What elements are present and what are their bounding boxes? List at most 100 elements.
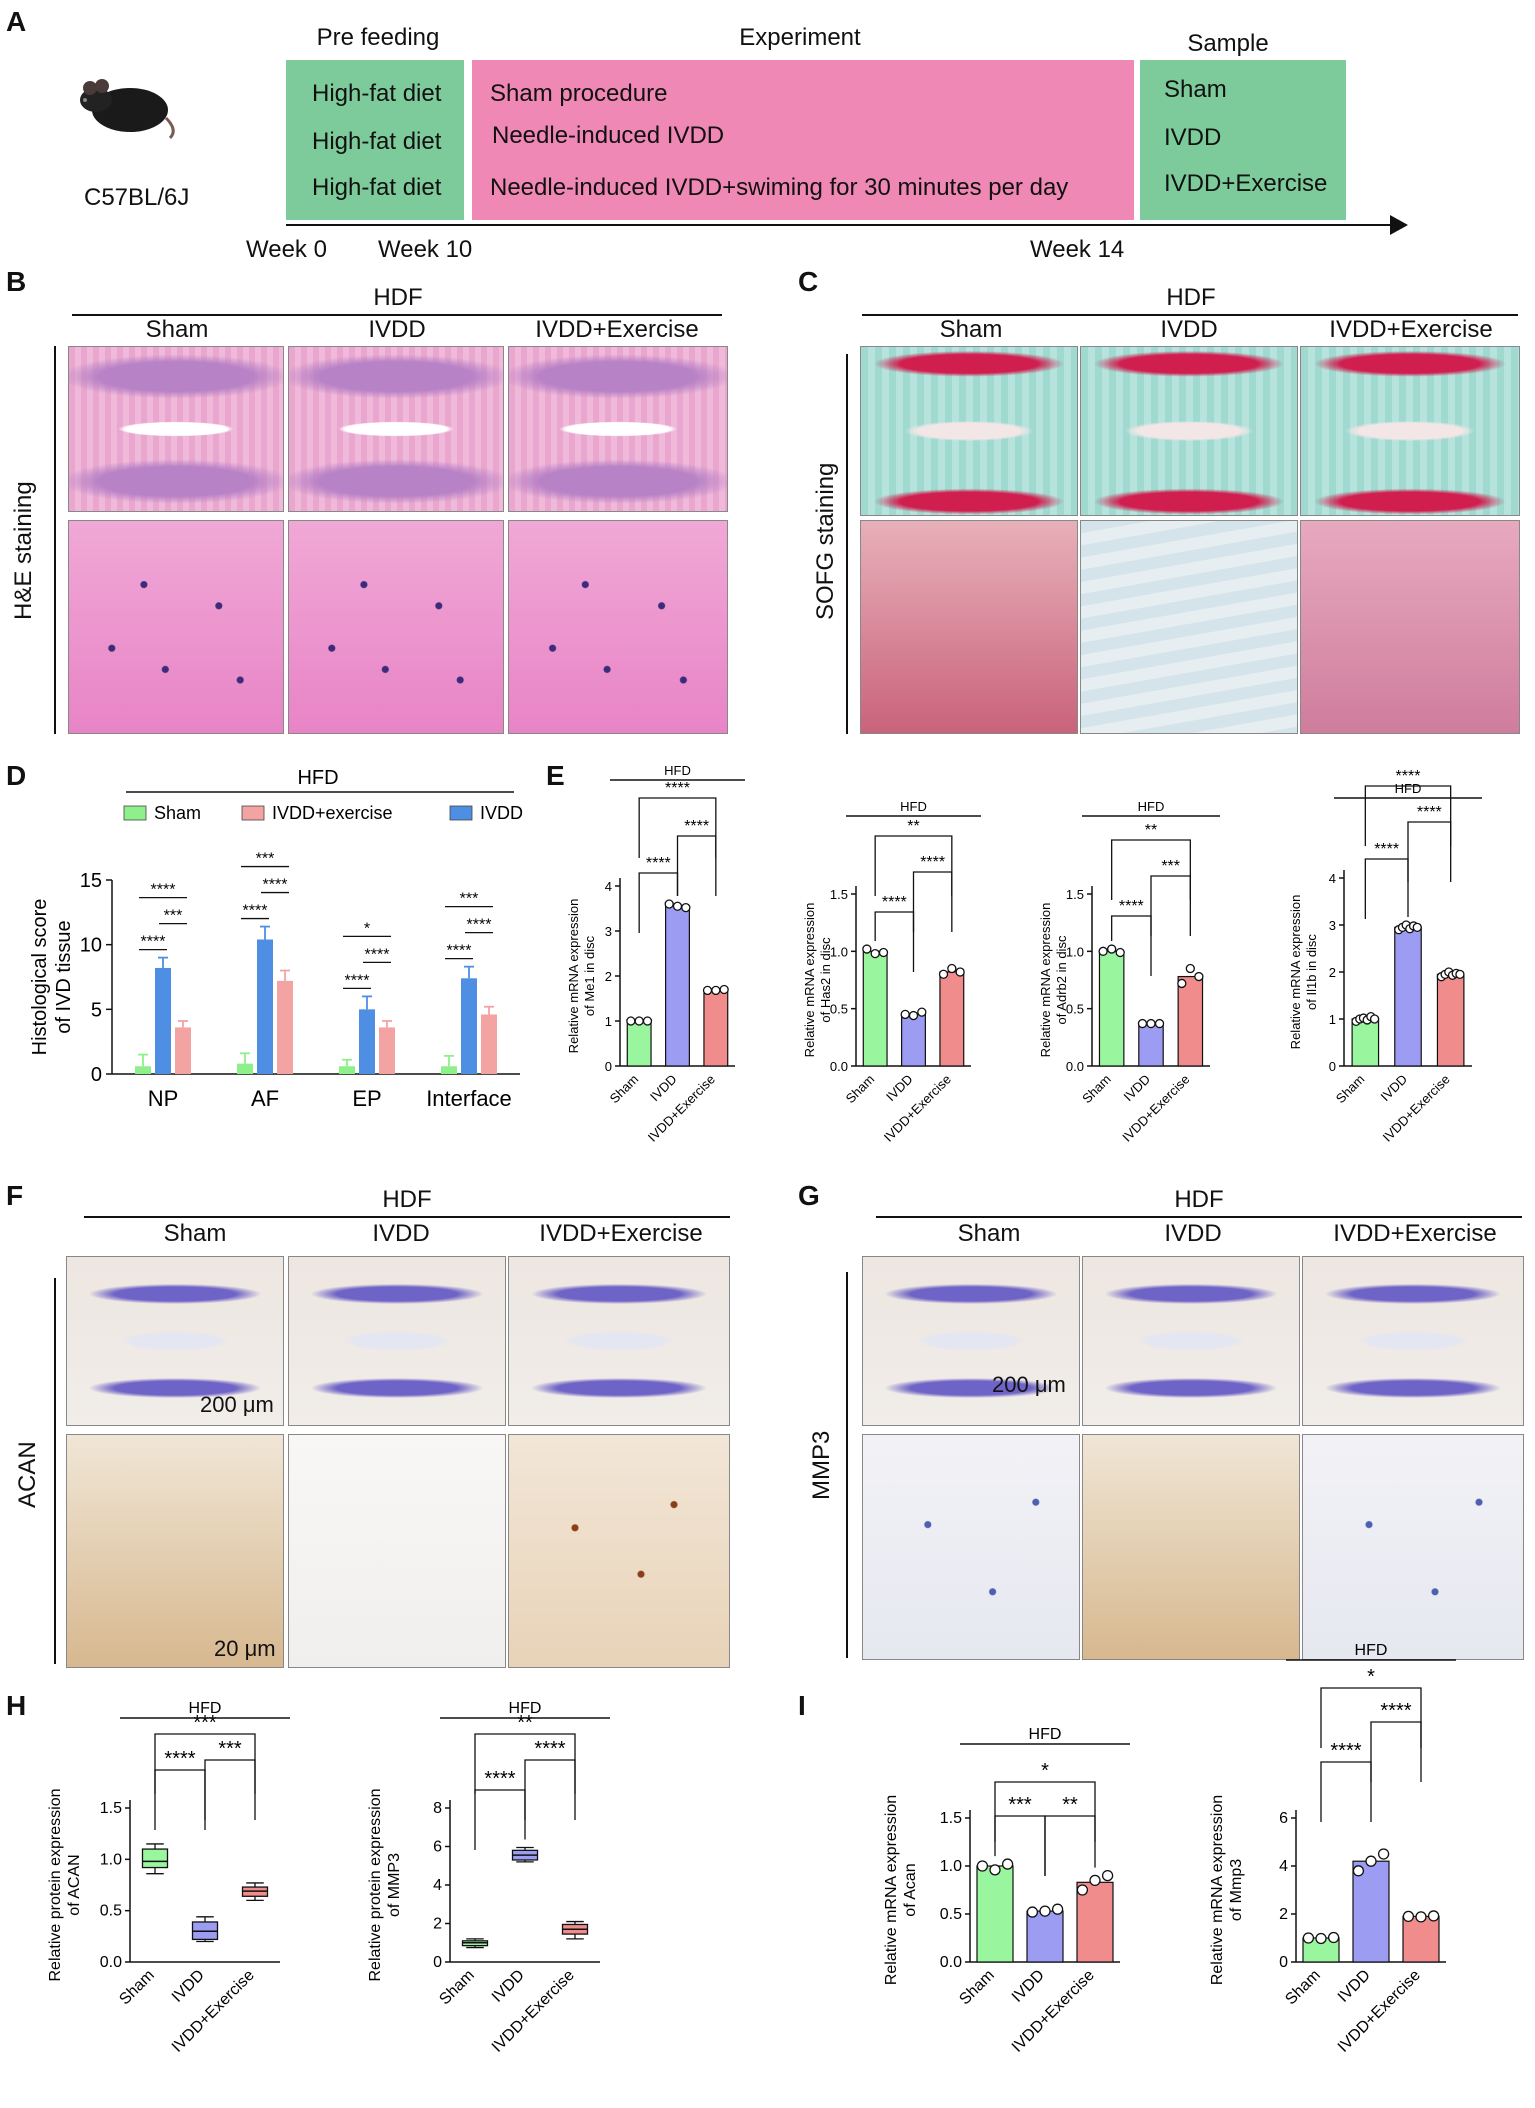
sample-row-3: IVDD+Exercise bbox=[1164, 170, 1328, 197]
significance-bracket bbox=[154, 1769, 206, 1830]
y-tick-label: 0 bbox=[1329, 1059, 1336, 1074]
bar bbox=[441, 1066, 457, 1074]
data-point bbox=[976, 1860, 989, 1872]
chart-i2: 0 2 4 6 Relative mRNA expression of Mmp3 Sham I… bbox=[1209, 1642, 1456, 2056]
data-point bbox=[1115, 947, 1125, 958]
panel-b-col-2: IVDD bbox=[368, 316, 426, 343]
data-point bbox=[900, 1009, 910, 1020]
category-label: Sham bbox=[1282, 1967, 1324, 2009]
y-axis-label: Relative mRNA expression bbox=[802, 903, 817, 1058]
y-tick-label: 0 bbox=[433, 1954, 442, 1971]
chart-title: HFD bbox=[1395, 781, 1422, 796]
y-tick-label: 2 bbox=[605, 969, 612, 984]
bar bbox=[1351, 1018, 1380, 1067]
significance-bracket bbox=[1044, 1815, 1096, 1876]
bar bbox=[175, 1027, 191, 1074]
significance-label: **** bbox=[447, 943, 472, 960]
significance-bracket bbox=[1320, 1761, 1372, 1822]
category-label: Sham bbox=[843, 1072, 878, 1107]
chart-i1: 0.0 0.5 1.0 1.5 Relative mRNA expression of A… bbox=[883, 1726, 1130, 2056]
chart-e3: 0.0 0.5 1.0 1.5 Relative mRNA expression of A… bbox=[1038, 799, 1220, 1145]
significance-label: *** bbox=[1161, 858, 1180, 875]
sofg-exercise-high bbox=[1300, 520, 1520, 734]
bar bbox=[155, 967, 171, 1074]
acan-sham-high bbox=[66, 1434, 284, 1668]
significance-bracket bbox=[874, 911, 915, 972]
panel-g-group-line bbox=[876, 1216, 1522, 1218]
significance-label: **** bbox=[484, 1768, 515, 1790]
legend-ivdd-swatch bbox=[449, 805, 473, 821]
significance-label: **** bbox=[164, 1748, 195, 1770]
sample-title: Sample bbox=[1187, 30, 1269, 57]
panel-b-row-label: H&E staining bbox=[10, 481, 37, 620]
panel-label-a: A bbox=[6, 6, 27, 37]
bar bbox=[481, 1014, 497, 1074]
significance-label: **** bbox=[1417, 804, 1442, 821]
bar bbox=[359, 1009, 375, 1074]
significance-label: **** bbox=[920, 854, 945, 871]
data-point bbox=[702, 985, 713, 996]
timeline-week-14: Week 14 bbox=[1030, 236, 1125, 263]
y-tick-label: 0 bbox=[91, 1064, 102, 1086]
experiment-row-2: Needle-induced IVDD bbox=[492, 122, 725, 149]
category-label: Sham bbox=[116, 1967, 158, 2009]
significance-label: **** bbox=[534, 1738, 565, 1760]
data-point bbox=[1146, 1018, 1156, 1029]
chart-d: 0 5 10 15 Histological score of IVD tissue NP *… bbox=[29, 767, 523, 1111]
sofg-exercise-low bbox=[1300, 346, 1520, 516]
significance-label: **** bbox=[365, 946, 390, 963]
data-point bbox=[1185, 963, 1195, 974]
prefeed-title: Pre feeding bbox=[316, 24, 440, 51]
significance-label: **** bbox=[243, 903, 268, 920]
y-tick-label: 0 bbox=[605, 1059, 612, 1074]
data-point bbox=[870, 948, 880, 959]
bar bbox=[135, 1066, 151, 1074]
panel-b-row-line bbox=[54, 346, 56, 734]
panel-g-col-3: IVDD+Exercise bbox=[1333, 1220, 1497, 1247]
panel-f-row-line bbox=[54, 1278, 56, 1664]
sofg-ivdd-low bbox=[1080, 346, 1298, 516]
mouse-strain: C57BL/6J bbox=[84, 184, 190, 211]
y-axis-label: Relative protein expression bbox=[367, 1789, 384, 1982]
y-tick-label: 0.0 bbox=[1066, 1059, 1084, 1074]
data-point bbox=[1107, 944, 1117, 954]
sample-row-2: IVDD bbox=[1164, 124, 1222, 151]
panel-g-col-1: Sham bbox=[957, 1220, 1021, 1247]
bar bbox=[237, 1063, 253, 1074]
bar bbox=[976, 1865, 1014, 1963]
y-tick-label: 0.0 bbox=[100, 1954, 122, 1971]
significance-label: *** bbox=[218, 1738, 242, 1760]
panel-f-row-label: ACAN bbox=[14, 1441, 41, 1508]
data-point bbox=[672, 901, 683, 911]
significance-bracket bbox=[524, 1759, 576, 1820]
experiment-row-3: Needle-induced IVDD+swiming for 30 minut… bbox=[490, 174, 1069, 201]
data-point bbox=[938, 969, 949, 979]
category-label: IVDD bbox=[1009, 1967, 1048, 2006]
data-point bbox=[908, 1010, 919, 1021]
acan-scale-high: 20 μm bbox=[214, 1636, 276, 1661]
data-point bbox=[626, 1016, 636, 1026]
category-label: EP bbox=[352, 1086, 381, 1111]
chart-e1: 0 1 2 3 4 Relative mRNA expression of Me1 in d… bbox=[566, 763, 745, 1145]
bar bbox=[1402, 1915, 1440, 1963]
category-label: IVDD bbox=[489, 1967, 528, 2006]
y-axis-label: of Mmp3 bbox=[1228, 1859, 1245, 1921]
chart-title: HFD bbox=[509, 1700, 542, 1717]
y-tick-label: 1.0 bbox=[100, 1851, 122, 1868]
category-label: Interface bbox=[426, 1086, 512, 1111]
mmp3-ivdd-low bbox=[1082, 1256, 1300, 1426]
bar bbox=[665, 905, 690, 1067]
bar bbox=[1394, 926, 1422, 1067]
data-point bbox=[681, 902, 691, 913]
acan-scale-low: 200 μm bbox=[200, 1392, 274, 1417]
bar bbox=[1026, 1910, 1064, 1963]
panel-c-row-label: SOFG staining bbox=[812, 462, 839, 620]
significance-label: **** bbox=[882, 894, 907, 911]
timeline-week-0: Week 0 bbox=[246, 236, 327, 263]
panel-label-e: E bbox=[546, 760, 565, 791]
y-tick-label: 0.0 bbox=[940, 1954, 962, 1971]
panel-f-col-1: Sham bbox=[163, 1220, 227, 1247]
significance-label: **** bbox=[1119, 898, 1144, 915]
significance-label: *** bbox=[460, 891, 479, 908]
data-point bbox=[1001, 1858, 1014, 1870]
